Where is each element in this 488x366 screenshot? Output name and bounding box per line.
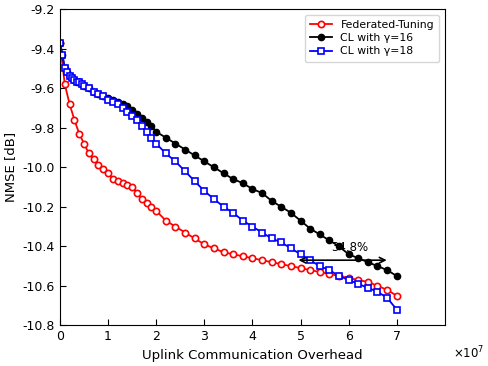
CL with γ=18: [394, 307, 400, 312]
Text: $\times10^7$: $\times10^7$: [452, 344, 484, 361]
CL with γ=16: [110, 98, 116, 102]
Federated-Tuning: [62, 82, 68, 86]
Federated-Tuning: [269, 260, 275, 264]
Federated-Tuning: [148, 205, 154, 209]
CL with γ=16: [384, 268, 390, 272]
Federated-Tuning: [76, 131, 82, 136]
Federated-Tuning: [278, 262, 284, 266]
CL with γ=16: [105, 96, 111, 100]
Federated-Tuning: [394, 294, 400, 298]
CL with γ=16: [394, 274, 400, 278]
Federated-Tuning: [346, 276, 351, 280]
Federated-Tuning: [120, 181, 125, 185]
Federated-Tuning: [375, 284, 381, 288]
Federated-Tuning: [326, 272, 332, 276]
Federated-Tuning: [67, 102, 73, 106]
Federated-Tuning: [96, 163, 102, 168]
Federated-Tuning: [115, 179, 121, 183]
Federated-Tuning: [101, 167, 106, 171]
Federated-Tuning: [129, 185, 135, 189]
Y-axis label: NMSE [dB]: NMSE [dB]: [4, 132, 17, 202]
Federated-Tuning: [153, 209, 159, 213]
Federated-Tuning: [134, 191, 140, 195]
X-axis label: Uplink Communication Overhead: Uplink Communication Overhead: [142, 349, 363, 362]
Federated-Tuning: [139, 197, 144, 201]
Federated-Tuning: [182, 230, 188, 235]
Federated-Tuning: [57, 41, 63, 45]
Federated-Tuning: [124, 183, 130, 187]
Federated-Tuning: [355, 278, 361, 282]
CL with γ=16: [57, 41, 63, 45]
Legend: Federated-Tuning, CL with γ=16, CL with γ=18: Federated-Tuning, CL with γ=16, CL with …: [305, 15, 439, 62]
Federated-Tuning: [288, 264, 294, 268]
Federated-Tuning: [259, 258, 265, 262]
Federated-Tuning: [172, 224, 178, 229]
CL with γ=18: [57, 41, 63, 45]
Federated-Tuning: [81, 141, 87, 146]
Federated-Tuning: [249, 256, 255, 261]
Federated-Tuning: [336, 274, 342, 278]
Federated-Tuning: [110, 177, 116, 181]
Federated-Tuning: [240, 254, 246, 258]
Line: Federated-Tuning: Federated-Tuning: [57, 40, 400, 299]
Federated-Tuning: [317, 270, 323, 274]
Line: CL with γ=16: CL with γ=16: [57, 40, 400, 279]
Federated-Tuning: [192, 236, 198, 240]
Federated-Tuning: [202, 242, 207, 247]
Federated-Tuning: [91, 157, 97, 161]
Federated-Tuning: [298, 266, 304, 270]
Federated-Tuning: [221, 250, 226, 254]
Federated-Tuning: [71, 117, 77, 122]
CL with γ=18: [259, 230, 265, 235]
CL with γ=18: [86, 86, 92, 90]
Federated-Tuning: [143, 201, 149, 205]
Federated-Tuning: [230, 252, 236, 257]
Federated-Tuning: [163, 219, 169, 223]
Federated-Tuning: [105, 171, 111, 175]
CL with γ=18: [230, 210, 236, 215]
CL with γ=16: [259, 191, 265, 195]
Text: 34.8%: 34.8%: [331, 241, 368, 254]
CL with γ=18: [105, 98, 111, 102]
CL with γ=18: [110, 100, 116, 104]
CL with γ=16: [230, 177, 236, 181]
Federated-Tuning: [307, 268, 313, 272]
Line: CL with γ=18: CL with γ=18: [57, 40, 400, 313]
Federated-Tuning: [365, 280, 371, 284]
Federated-Tuning: [384, 288, 390, 292]
CL with γ=16: [86, 86, 92, 90]
Federated-Tuning: [86, 151, 92, 156]
Federated-Tuning: [211, 246, 217, 250]
CL with γ=18: [384, 296, 390, 300]
